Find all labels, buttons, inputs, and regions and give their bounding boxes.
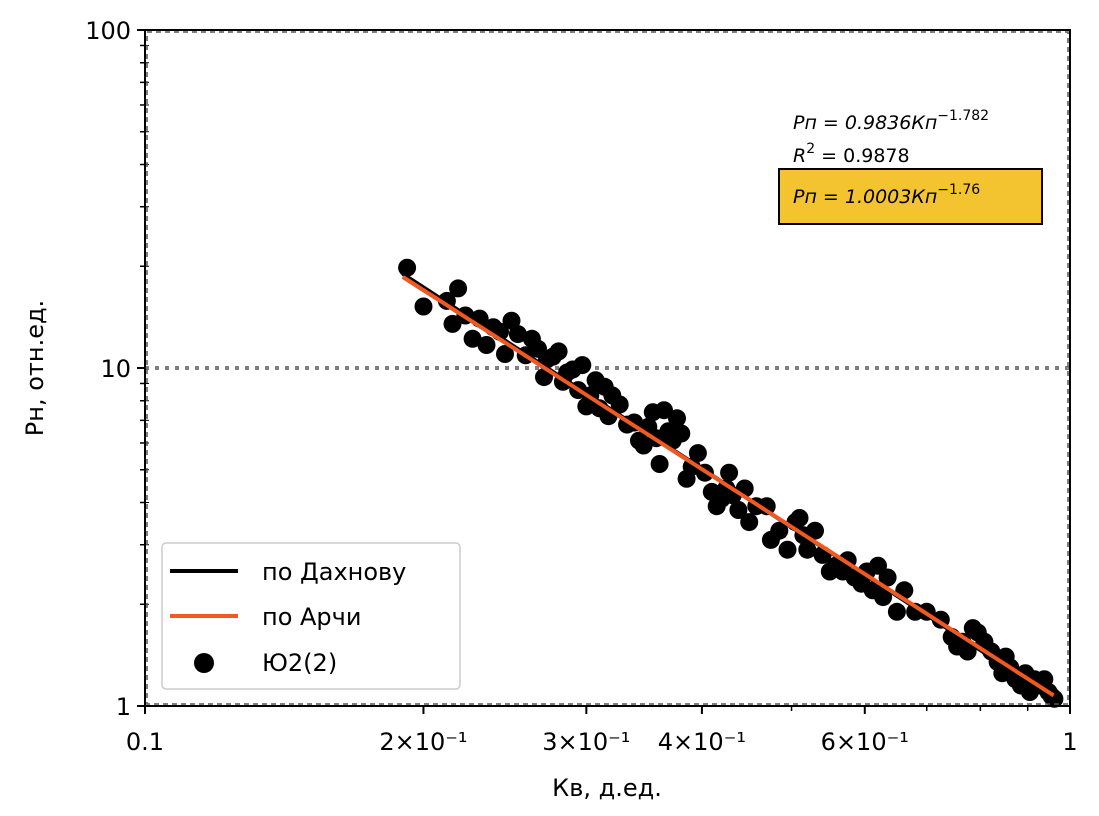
data-point xyxy=(508,325,527,344)
data-point xyxy=(610,395,629,414)
x-axis-label: Кв, д.ед. xyxy=(552,774,662,802)
data-point xyxy=(477,336,496,354)
x-tick-label: 2×10⁻¹ xyxy=(379,728,467,756)
x-tick-label: 6×10⁻¹ xyxy=(821,728,909,756)
frame-dashed xyxy=(146,31,1069,705)
data-point xyxy=(650,455,669,473)
data-point xyxy=(398,258,417,277)
data-point xyxy=(443,314,462,333)
data-point xyxy=(549,342,568,361)
data-point xyxy=(449,279,468,298)
data-point xyxy=(655,401,673,420)
y-tick-label: 1 xyxy=(116,693,131,721)
data-point xyxy=(806,521,824,540)
svg-text:Рп = 0.9836Кп−1.782: Рп = 0.9836Кп−1.782 xyxy=(793,108,989,134)
data-point xyxy=(887,602,906,621)
data-point xyxy=(958,642,977,661)
data-point xyxy=(790,509,809,527)
data-point xyxy=(757,497,776,516)
legend-box xyxy=(161,542,461,690)
svg-text:R2 = 0.9878: R2 = 0.9878 xyxy=(793,141,910,167)
data-point xyxy=(874,588,893,607)
data-point xyxy=(463,329,482,348)
annotation-dakhnov-equation: Рп = 0.9836Кп−1.782 xyxy=(793,108,989,134)
data-point xyxy=(740,513,759,532)
x-tick-label: 4×10⁻¹ xyxy=(658,728,746,756)
data-point xyxy=(437,291,456,310)
y-axis: 1 10 100 xyxy=(85,17,145,721)
data-point xyxy=(414,297,433,316)
data-point xyxy=(672,424,691,443)
annotation-r-squared: R2 = 0.9878 xyxy=(793,141,910,167)
y-tick-label: 100 xyxy=(85,17,131,45)
data-point xyxy=(770,521,789,540)
x-tick-label: 0.1 xyxy=(126,728,164,756)
x-tick-label: 3×10⁻¹ xyxy=(542,728,630,756)
data-point xyxy=(778,540,797,559)
series-line-archie-top xyxy=(401,275,1055,698)
annotation-archie-box xyxy=(778,168,1043,225)
legend: по Дахнову по Арчи Ю2(2) xyxy=(161,542,461,690)
data-point xyxy=(798,540,817,559)
data-point xyxy=(502,311,521,330)
x-tick-label: 1 xyxy=(1062,728,1077,756)
data-point xyxy=(720,463,739,482)
data-point xyxy=(729,501,748,519)
legend-marker-u2 xyxy=(194,653,214,673)
x-axis: 0.1 2×10⁻¹ 3×10⁻¹ 4×10⁻¹ 6×10⁻¹ 1 xyxy=(126,706,1078,756)
data-point xyxy=(878,568,897,587)
series xyxy=(398,258,1064,708)
data-point xyxy=(573,356,592,375)
legend-label-archie: по Арчи xyxy=(262,603,361,631)
legend-label-u2: Ю2(2) xyxy=(262,649,337,677)
legend-label-dakhnov: по Дахнову xyxy=(262,558,406,586)
svg-text:Рп = 1.0003Кп−1.76: Рп = 1.0003Кп−1.76 xyxy=(793,182,980,208)
y-axis-label: Рн, отн.ед. xyxy=(21,300,49,436)
y-tick-label: 10 xyxy=(100,355,131,383)
annotation-archie-equation: Рп = 1.0003Кп−1.76 xyxy=(778,168,1043,225)
data-point xyxy=(668,409,686,428)
data-point xyxy=(496,345,514,363)
data-point xyxy=(688,444,707,463)
